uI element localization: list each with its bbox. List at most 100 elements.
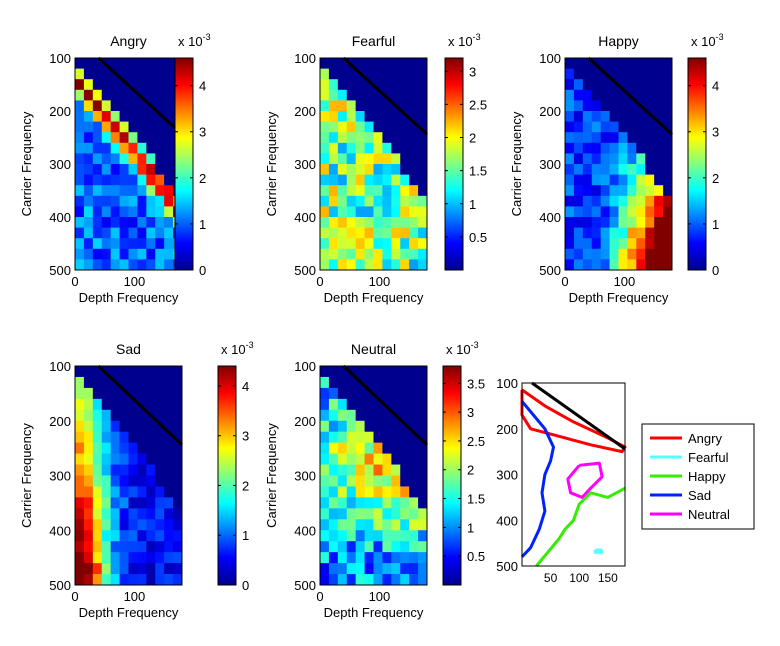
heatmap-cell bbox=[373, 519, 383, 531]
heatmap-cell bbox=[636, 121, 646, 133]
colorbar-tick-label: 1 bbox=[199, 217, 206, 232]
heatmap-cell bbox=[137, 530, 147, 542]
heatmap-cell bbox=[391, 238, 401, 250]
heatmap-cell bbox=[373, 497, 383, 509]
heatmap-cell bbox=[373, 174, 383, 186]
plot-frame bbox=[564, 57, 673, 271]
heatmap-cell bbox=[355, 552, 365, 564]
heatmap-cell bbox=[627, 248, 637, 260]
heatmap-cell bbox=[328, 420, 339, 433]
heatmap-cell bbox=[565, 195, 575, 207]
heatmap-cell bbox=[146, 195, 156, 207]
heatmap-cell bbox=[119, 431, 129, 444]
heatmap-cell bbox=[573, 153, 584, 165]
heatmap-cell bbox=[654, 111, 664, 122]
heatmap-cell bbox=[119, 132, 129, 144]
heatmap-cell bbox=[128, 409, 138, 422]
heatmap-cell bbox=[346, 420, 357, 433]
heatmap-cell bbox=[101, 442, 112, 454]
x-tick-label: 0 bbox=[71, 274, 78, 289]
heatmap-cell bbox=[346, 153, 357, 165]
heatmap-cell bbox=[591, 185, 602, 197]
boundary-line bbox=[97, 56, 184, 136]
heatmap-cell bbox=[582, 185, 593, 197]
heatmap-cell bbox=[155, 132, 165, 144]
heatmap-cell bbox=[573, 185, 584, 197]
heatmap-cell bbox=[101, 248, 112, 260]
heatmap-cell bbox=[373, 442, 383, 454]
heatmap-cell bbox=[573, 217, 584, 228]
heatmap-cell bbox=[320, 142, 330, 154]
heatmap-cell bbox=[391, 174, 401, 186]
heatmap-cell bbox=[128, 519, 138, 531]
heatmap-cell bbox=[164, 431, 174, 444]
y-tick-label: 500 bbox=[539, 263, 561, 278]
heatmap-cell bbox=[328, 164, 339, 175]
heatmap-cell bbox=[400, 464, 410, 476]
heatmap-cell bbox=[600, 259, 610, 271]
x-axis-label: Depth Frequency bbox=[324, 605, 424, 620]
heatmap-cell bbox=[320, 132, 330, 144]
heatmap-cell bbox=[373, 58, 383, 69]
colorbar-tick-label: 1 bbox=[242, 528, 249, 543]
heatmap-cell bbox=[320, 100, 330, 112]
heatmap-cell bbox=[337, 58, 348, 69]
heatmap-cell bbox=[92, 174, 103, 186]
heatmap-cell bbox=[155, 475, 165, 487]
heatmap-cell bbox=[164, 563, 174, 575]
heatmap-cell bbox=[92, 420, 103, 433]
heatmap-cell bbox=[654, 89, 664, 101]
heatmap-cell bbox=[355, 475, 365, 487]
heatmap-cell bbox=[355, 164, 365, 175]
y-tick-label: 500 bbox=[49, 578, 71, 593]
heatmap-cell bbox=[609, 100, 619, 112]
heatmap-cell bbox=[320, 420, 330, 433]
heatmap-cell bbox=[75, 121, 85, 133]
heatmap-cell bbox=[391, 420, 401, 433]
heatmap-cell bbox=[128, 497, 138, 509]
heatmap-cell bbox=[92, 563, 103, 575]
heatmap-cell bbox=[83, 552, 94, 564]
heatmap-cell bbox=[337, 206, 348, 218]
heatmap-cell bbox=[409, 259, 419, 271]
heatmap-cell bbox=[346, 497, 357, 509]
colorbar-exponent: x 10-3 bbox=[178, 32, 211, 49]
heatmap-cell bbox=[137, 164, 147, 175]
heatmap-cell bbox=[400, 89, 410, 101]
heatmap-cell bbox=[173, 420, 183, 433]
heatmap-cell bbox=[609, 217, 619, 228]
x-tick-label: 0 bbox=[71, 589, 78, 604]
heatmap-cell bbox=[101, 174, 112, 186]
heatmap-cell bbox=[155, 111, 165, 122]
heatmap-cell bbox=[110, 453, 120, 465]
heatmap-cell bbox=[609, 153, 619, 165]
heatmap-cell bbox=[128, 366, 138, 378]
heatmap-cell bbox=[101, 541, 112, 553]
heatmap-cell bbox=[418, 464, 428, 476]
heatmap-cell bbox=[355, 464, 365, 476]
heatmap-cell bbox=[418, 111, 428, 122]
heatmap-cell bbox=[400, 486, 410, 498]
heatmap-cell bbox=[409, 89, 419, 101]
heatmap-cell bbox=[565, 227, 575, 239]
heatmap-cell bbox=[83, 376, 94, 389]
heatmap-cell bbox=[137, 442, 147, 454]
heatmap-cell bbox=[173, 442, 183, 454]
heatmap-cell bbox=[565, 100, 575, 112]
heatmap-cell bbox=[645, 68, 655, 80]
heatmap-cell bbox=[373, 453, 383, 465]
heatmap-cell bbox=[355, 398, 365, 411]
heatmap-cell bbox=[320, 475, 330, 487]
heatmap-cell bbox=[400, 248, 410, 260]
heatmap-cell bbox=[409, 195, 419, 207]
heatmap-cell bbox=[83, 68, 94, 80]
heatmap-cell bbox=[373, 206, 383, 218]
heatmap-cell bbox=[164, 409, 174, 422]
heatmap-cell bbox=[119, 530, 129, 542]
heatmap-cell bbox=[110, 79, 120, 91]
heatmap-cell bbox=[364, 464, 374, 476]
heatmap-cell bbox=[645, 79, 655, 91]
heatmap-cell bbox=[320, 185, 330, 197]
heatmap-cell bbox=[565, 164, 575, 175]
colorbar-tick-label: 1 bbox=[469, 197, 476, 212]
